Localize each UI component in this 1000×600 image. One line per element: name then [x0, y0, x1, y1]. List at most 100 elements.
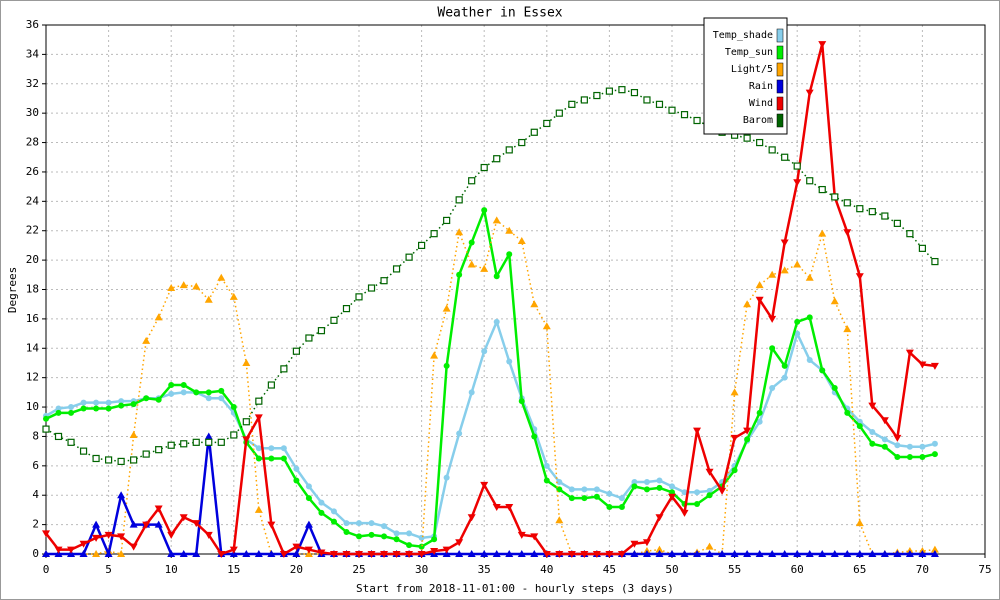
point	[280, 365, 288, 373]
point	[430, 351, 439, 359]
point	[517, 550, 526, 557]
point	[80, 405, 87, 412]
point	[179, 550, 188, 557]
point	[617, 551, 626, 558]
point	[468, 239, 475, 246]
point	[167, 531, 176, 539]
point	[856, 205, 864, 213]
x-tick-label: 40	[540, 563, 553, 576]
point	[655, 545, 664, 553]
point	[317, 549, 326, 557]
point	[381, 533, 388, 540]
point	[818, 185, 826, 194]
point	[542, 551, 551, 558]
point	[642, 550, 651, 557]
point	[768, 550, 777, 557]
point	[868, 550, 877, 557]
point	[694, 501, 701, 508]
point	[117, 533, 126, 541]
point	[542, 322, 551, 330]
point	[418, 543, 425, 550]
point	[105, 405, 112, 412]
y-tick-label: 26	[26, 165, 39, 178]
point	[268, 445, 275, 452]
point	[142, 521, 151, 529]
y-tick-label: 4	[32, 488, 39, 501]
point	[155, 396, 162, 403]
point	[730, 388, 739, 396]
point	[856, 423, 863, 430]
point	[743, 427, 752, 435]
y-tick-label: 36	[26, 18, 39, 31]
point	[42, 530, 50, 538]
point	[868, 208, 876, 216]
point	[668, 550, 676, 557]
point	[393, 536, 400, 543]
y-tick-label: 22	[26, 224, 39, 237]
point	[642, 539, 651, 547]
point	[217, 273, 226, 281]
point	[242, 418, 250, 426]
legend-swatch	[776, 45, 784, 60]
point	[217, 551, 226, 558]
point	[492, 503, 501, 511]
point	[643, 486, 650, 493]
point	[606, 503, 613, 510]
y-tick-label: 14	[26, 341, 40, 354]
point	[930, 550, 939, 557]
point	[305, 334, 313, 342]
point	[830, 550, 839, 557]
point	[443, 474, 450, 481]
point	[555, 516, 564, 524]
point	[781, 153, 789, 161]
point	[442, 304, 451, 312]
point	[530, 533, 539, 541]
point	[656, 484, 663, 491]
point	[467, 260, 476, 268]
point	[118, 398, 125, 405]
y-tick-label: 18	[26, 283, 39, 296]
point	[706, 487, 713, 494]
point	[593, 91, 601, 100]
point	[630, 88, 639, 97]
point	[543, 477, 550, 484]
point	[154, 313, 163, 321]
point	[568, 495, 575, 502]
point	[931, 440, 938, 447]
point	[468, 177, 476, 185]
legend-label: Light/5	[731, 64, 773, 75]
point	[869, 429, 876, 436]
point	[919, 443, 926, 450]
x-tick-label: 35	[478, 563, 491, 576]
point	[480, 481, 489, 489]
point	[894, 454, 901, 461]
point	[880, 417, 889, 425]
point	[794, 330, 801, 337]
point	[693, 550, 702, 557]
point	[130, 401, 137, 408]
point	[556, 478, 563, 485]
point	[380, 277, 388, 285]
point	[443, 216, 451, 225]
point	[580, 551, 589, 558]
point	[680, 111, 689, 119]
point	[481, 348, 488, 355]
point	[67, 438, 75, 446]
point	[430, 230, 438, 238]
point	[768, 146, 776, 154]
point	[705, 542, 714, 550]
point	[505, 550, 514, 557]
point	[242, 436, 251, 444]
point	[92, 550, 101, 557]
point	[605, 87, 614, 95]
point	[693, 116, 701, 125]
point	[793, 179, 802, 187]
point	[880, 550, 889, 557]
point	[330, 316, 338, 324]
point	[254, 414, 263, 422]
point	[694, 489, 701, 496]
point	[555, 551, 564, 558]
point	[104, 550, 113, 557]
point	[931, 451, 938, 458]
point	[442, 546, 451, 554]
